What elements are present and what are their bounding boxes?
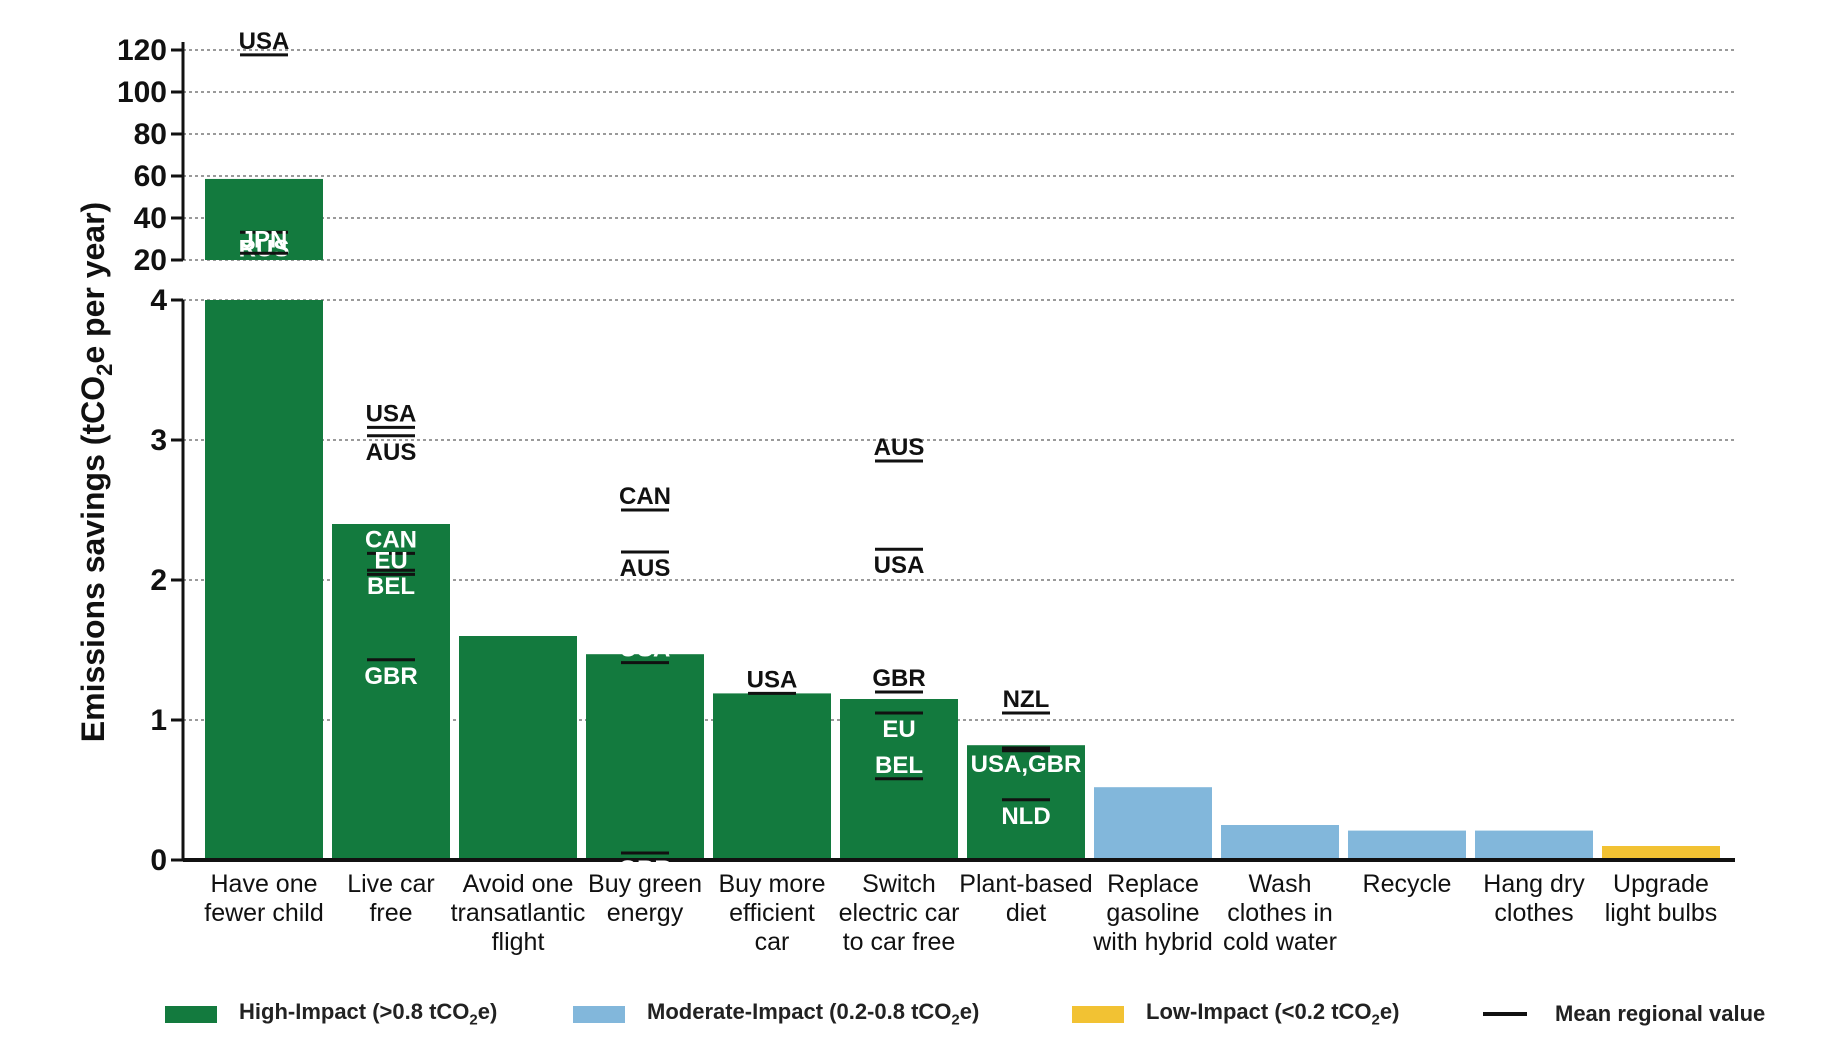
legend: High-Impact (>0.8 tCO2e) Moderate-Impact … xyxy=(165,994,1825,1034)
tick-label: 120 xyxy=(117,34,167,67)
axes xyxy=(171,42,1735,862)
bar-upper-segment xyxy=(205,178,323,260)
legend-swatch xyxy=(165,1005,217,1023)
tick-label: 20 xyxy=(134,244,167,277)
regional-label: EU xyxy=(374,547,407,574)
regional-label: RUS xyxy=(239,235,290,262)
tick-label: 0 xyxy=(150,844,167,877)
bar xyxy=(967,745,1085,860)
bar xyxy=(1348,830,1466,860)
bar xyxy=(1221,825,1339,860)
bar xyxy=(1602,846,1720,860)
category-label: Recycle xyxy=(1363,870,1452,898)
regional-label: USA xyxy=(366,400,417,427)
regional-label: EU xyxy=(882,716,915,743)
regional-label: USA xyxy=(620,636,671,663)
regional-label: USA xyxy=(747,666,798,693)
bar xyxy=(205,300,323,860)
tick-label: 3 xyxy=(150,424,167,457)
legend-item-moderate: Moderate-Impact (0.2-0.8 tCO2e) xyxy=(573,994,979,1034)
regional-label: AUS xyxy=(874,434,925,461)
legend-item-low: Low-Impact (<0.2 tCO2e) xyxy=(1072,994,1399,1034)
legend-label: High-Impact (>0.8 tCO2e) xyxy=(239,999,498,1029)
legend-item-high: High-Impact (>0.8 tCO2e) xyxy=(165,994,497,1034)
category-label: Have one fewer child xyxy=(204,870,324,927)
regional-label: USA,GBR xyxy=(971,751,1082,778)
category-label: Buy more efficient car xyxy=(719,870,826,956)
category-label: Replace gasoline with hybrid xyxy=(1092,870,1213,956)
category-label: Avoid one transatlantic flight xyxy=(451,870,586,956)
tick-label: 2 xyxy=(150,564,167,597)
regional-label: USA xyxy=(239,28,290,55)
grid-lines xyxy=(183,49,1735,721)
bar xyxy=(586,654,704,860)
regional-label: GBR xyxy=(364,663,417,690)
legend-label: Low-Impact (<0.2 tCO2e) xyxy=(1146,999,1400,1029)
bar xyxy=(459,636,577,860)
tick-label: 40 xyxy=(134,202,167,235)
tick-label: 80 xyxy=(134,118,167,151)
regional-label: GBR xyxy=(618,856,671,883)
tick-label: 100 xyxy=(117,76,167,109)
regional-values: USARUSJPNUSAAUSCANBELEUGBRCANAUSUSAGBRUS… xyxy=(239,28,1082,883)
bars xyxy=(205,178,1720,860)
regional-label: BEL xyxy=(367,573,415,600)
legend-label: Mean regional value xyxy=(1555,1001,1766,1026)
regional-label: CAN xyxy=(619,483,671,510)
legend-label: Moderate-Impact (0.2-0.8 tCO2e) xyxy=(647,999,980,1029)
legend-swatch xyxy=(573,1005,625,1023)
regional-label: JPN xyxy=(241,226,288,253)
regional-label: USA xyxy=(874,552,925,579)
regional-label: AUS xyxy=(366,439,417,466)
regional-label: BEL xyxy=(875,752,923,779)
category-label: Hang dry clothes xyxy=(1483,870,1585,927)
regional-label: GBR xyxy=(872,665,925,692)
y-axis-label: Emissions savings (tCO2e per year) xyxy=(75,202,117,742)
regional-label: NLD xyxy=(1001,803,1050,830)
legend-item-mean_line: Mean regional value xyxy=(1483,994,1765,1034)
bar xyxy=(332,524,450,860)
category-label: Live car free xyxy=(347,870,435,927)
legend-swatch xyxy=(1072,1005,1124,1023)
category-label: Switch electric car to car free xyxy=(839,870,960,956)
regional-label: CAN xyxy=(365,526,417,553)
tick-label: 60 xyxy=(134,160,167,193)
tick-label: 1 xyxy=(150,704,167,737)
bar xyxy=(1094,787,1212,860)
tick-labels: 0 1 2 3 4 20 40 60 80 100 120 xyxy=(117,34,167,877)
category-label: Plant-based diet xyxy=(959,870,1092,927)
tick-label: 4 xyxy=(150,284,167,317)
category-labels: Have one fewer child Live car free Avoid one… xyxy=(204,870,1717,956)
category-label: Upgrade light bulbs xyxy=(1605,870,1718,927)
bar xyxy=(1475,830,1593,860)
bar xyxy=(713,693,831,860)
regional-label: DEU xyxy=(1001,724,1052,751)
category-label: Buy green energy xyxy=(588,870,702,927)
legend-line-icon xyxy=(1483,1012,1527,1016)
regional-label: NZL xyxy=(1003,686,1050,713)
regional-label: AUS xyxy=(620,555,671,582)
category-label: Wash clothes in cold water xyxy=(1223,870,1337,956)
